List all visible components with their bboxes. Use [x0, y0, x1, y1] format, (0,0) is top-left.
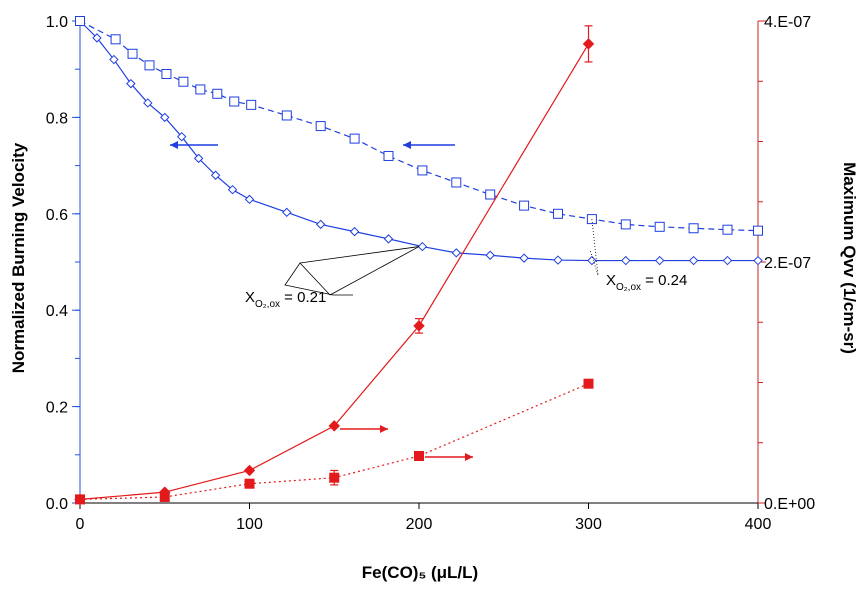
x-tick-label: 200 — [406, 516, 433, 533]
x-tick-label: 0 — [76, 516, 85, 533]
series-0-point — [176, 131, 187, 142]
y-axis-right-title: Maximum Qvv (1/cm-sr) — [840, 162, 859, 354]
series-0-point — [282, 207, 292, 218]
annotation-021-tail: = 0.21 — [280, 289, 326, 306]
series-1-point — [349, 133, 360, 144]
series-1-point — [161, 69, 172, 80]
series-3-point — [329, 472, 340, 483]
series-1-point — [451, 177, 462, 188]
series-0-point — [485, 250, 495, 260]
series-0-point — [417, 241, 428, 252]
series-0-point — [753, 255, 763, 266]
series-1-point — [212, 88, 223, 99]
y-right-tick-label: 2.E-07 — [764, 255, 811, 272]
series-1-point — [315, 121, 326, 132]
annotation-leader-021b — [299, 246, 420, 264]
y-axis-left-title: Normalized Burning Velocity — [9, 142, 28, 373]
series-0-point — [193, 153, 204, 164]
plot-area: 0 100 200 300 400 0.0 0.2 0.4 0.6 0.8 1.0 0.E+00 2.E… — [46, 14, 816, 533]
x-tick-label: 400 — [745, 516, 772, 533]
series-1-point — [127, 48, 138, 59]
y-left-tick-label: 0.4 — [46, 303, 68, 320]
series-0-point — [109, 54, 119, 65]
series-0-line — [79, 20, 758, 262]
series-0-point — [244, 194, 255, 205]
series-2-point — [582, 38, 595, 50]
series-0-point — [349, 226, 360, 237]
series-0-point — [451, 248, 461, 258]
series-0-point — [722, 255, 733, 266]
y-right-tick-label: 0.E+00 — [764, 496, 815, 513]
series-0-point — [210, 170, 221, 180]
annotation-leader-021c — [329, 246, 420, 296]
series-1-point — [519, 200, 530, 211]
series-0-point — [383, 234, 394, 244]
series-1-point — [281, 110, 292, 121]
series-1-point — [178, 76, 189, 87]
series-0-point — [227, 184, 238, 195]
right-axis-arrow-1-head — [380, 425, 388, 433]
annotation-xo2-024: XO₂,ox = 0.24 — [606, 272, 687, 293]
series-2-line — [79, 43, 590, 500]
y-left-tick-label: 0.0 — [46, 496, 68, 513]
series-1-point — [688, 223, 699, 234]
series-1-point — [722, 224, 733, 235]
y-left-tick-label: 1.0 — [46, 14, 68, 31]
series-1-point — [246, 99, 257, 110]
annotation-xo2-021: XO₂,ox = 0.21 — [245, 289, 326, 310]
annotation-024-tail: = 0.24 — [641, 272, 687, 289]
series-1-point — [383, 150, 394, 161]
series-0-point — [553, 255, 563, 265]
right-axis-arrow-2-head — [465, 453, 473, 461]
series-3-point — [414, 451, 424, 462]
series-0-point — [143, 98, 153, 108]
series-1-point — [417, 165, 428, 176]
series-0-point — [315, 219, 326, 230]
series-1-point — [485, 189, 496, 200]
series-3-point — [583, 378, 594, 389]
series-1-point — [195, 84, 206, 95]
series-0-point — [621, 255, 631, 266]
series-3-line — [79, 383, 589, 500]
series-1-point — [753, 225, 763, 236]
annotation-leader-024b — [589, 249, 599, 276]
series-3-point — [159, 491, 170, 502]
series-0-point — [92, 33, 102, 43]
annotation-024-main: X — [606, 272, 616, 289]
y-left-tick-label: 0.2 — [46, 400, 68, 417]
series-1-point — [552, 208, 563, 219]
annotation-leader-021 — [284, 262, 353, 296]
series-2-point — [413, 320, 425, 332]
series-0-point — [688, 255, 699, 266]
series-1-line — [79, 20, 759, 232]
x-tick-label: 300 — [575, 516, 602, 533]
series-0-point — [126, 78, 136, 89]
x-axis-title: Fe(CO)₅ (μL/L) — [362, 563, 478, 582]
series-0-point — [160, 112, 170, 123]
left-axis-arrow-1-head — [170, 141, 178, 149]
annotation-021-main: X — [245, 289, 255, 306]
x-tick-label: 100 — [236, 516, 263, 533]
series-1-point — [144, 60, 155, 71]
series-1-point — [110, 34, 121, 45]
series-1-point — [620, 219, 631, 230]
series-1-point — [654, 221, 665, 232]
y-left-tick-label: 0.8 — [46, 110, 68, 127]
y-right-tick-label: 4.E-07 — [764, 14, 811, 31]
series-2-point — [328, 420, 340, 432]
annotation-024-sub: O₂,ox — [616, 282, 641, 293]
series-1-point — [75, 16, 85, 26]
series-3-point — [75, 494, 85, 505]
y-left-tick-label: 0.6 — [46, 207, 68, 224]
series-2-point — [243, 464, 256, 477]
series-0-point — [519, 253, 529, 263]
series-0-point — [587, 255, 597, 266]
series-1-point — [229, 96, 240, 107]
series-3-point — [244, 478, 255, 489]
series-0-point — [654, 255, 665, 266]
annotation-leader-024 — [591, 219, 599, 276]
annotation-021-sub: O₂,ox — [255, 299, 280, 310]
left-axis-arrow-2-head — [403, 141, 411, 149]
